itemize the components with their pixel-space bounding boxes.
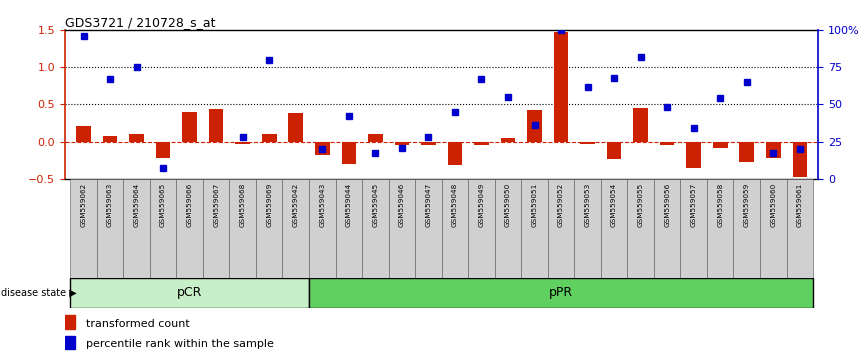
FancyBboxPatch shape: [123, 179, 150, 278]
FancyBboxPatch shape: [627, 179, 654, 278]
FancyBboxPatch shape: [760, 179, 786, 278]
Bar: [183, 112, 197, 142]
FancyBboxPatch shape: [415, 179, 442, 278]
Text: GSM559058: GSM559058: [717, 183, 723, 227]
Bar: [475, 142, 488, 144]
Text: GSM559068: GSM559068: [240, 183, 246, 227]
Text: GSM559059: GSM559059: [744, 183, 750, 227]
FancyBboxPatch shape: [309, 179, 335, 278]
FancyBboxPatch shape: [229, 179, 256, 278]
Bar: [129, 134, 144, 142]
Text: GSM559056: GSM559056: [664, 183, 670, 227]
Bar: [421, 142, 436, 145]
FancyBboxPatch shape: [335, 179, 362, 278]
Text: GSM559062: GSM559062: [81, 183, 87, 227]
Bar: [103, 136, 118, 142]
FancyBboxPatch shape: [654, 179, 681, 278]
FancyBboxPatch shape: [707, 179, 734, 278]
Bar: [76, 126, 91, 142]
FancyBboxPatch shape: [469, 179, 494, 278]
Text: GSM559067: GSM559067: [213, 183, 219, 227]
Text: GSM559069: GSM559069: [266, 183, 272, 227]
FancyBboxPatch shape: [548, 179, 574, 278]
Bar: [607, 142, 622, 159]
Bar: [209, 109, 223, 142]
FancyBboxPatch shape: [70, 278, 309, 308]
Bar: [156, 142, 171, 158]
Bar: [448, 142, 462, 165]
Text: GSM559049: GSM559049: [478, 183, 484, 227]
Bar: [553, 32, 568, 142]
FancyBboxPatch shape: [734, 179, 760, 278]
Bar: [65, 336, 75, 349]
Bar: [395, 142, 409, 144]
FancyBboxPatch shape: [521, 179, 548, 278]
Bar: [341, 142, 356, 164]
Bar: [368, 134, 383, 142]
Bar: [713, 142, 727, 148]
FancyBboxPatch shape: [786, 179, 813, 278]
Text: GSM559046: GSM559046: [399, 183, 405, 227]
FancyBboxPatch shape: [282, 179, 309, 278]
FancyBboxPatch shape: [681, 179, 707, 278]
Text: disease state ▶: disease state ▶: [1, 288, 76, 298]
Bar: [501, 138, 515, 142]
Bar: [65, 315, 75, 329]
Text: GSM559060: GSM559060: [770, 183, 776, 227]
FancyBboxPatch shape: [70, 179, 97, 278]
FancyBboxPatch shape: [309, 278, 813, 308]
FancyBboxPatch shape: [601, 179, 627, 278]
Bar: [580, 142, 595, 144]
Text: GSM559044: GSM559044: [346, 183, 352, 227]
FancyBboxPatch shape: [389, 179, 415, 278]
Bar: [262, 134, 276, 142]
FancyBboxPatch shape: [256, 179, 282, 278]
FancyBboxPatch shape: [494, 179, 521, 278]
Text: GSM559053: GSM559053: [585, 183, 591, 227]
Text: GSM559061: GSM559061: [797, 183, 803, 227]
Bar: [288, 113, 303, 142]
Text: transformed count: transformed count: [86, 319, 190, 329]
FancyBboxPatch shape: [177, 179, 203, 278]
Text: pPR: pPR: [549, 286, 573, 299]
Text: GSM559063: GSM559063: [107, 183, 113, 227]
Bar: [766, 142, 780, 158]
Text: GSM559064: GSM559064: [133, 183, 139, 227]
Text: GSM559066: GSM559066: [187, 183, 192, 227]
Text: GSM559065: GSM559065: [160, 183, 166, 227]
Bar: [660, 142, 675, 145]
Text: GSM559048: GSM559048: [452, 183, 458, 227]
Text: GSM559051: GSM559051: [532, 183, 538, 227]
Bar: [236, 142, 250, 144]
FancyBboxPatch shape: [203, 179, 229, 278]
Text: GSM559043: GSM559043: [320, 183, 326, 227]
Text: GSM559042: GSM559042: [293, 183, 299, 227]
Text: GSM559050: GSM559050: [505, 183, 511, 227]
FancyBboxPatch shape: [150, 179, 177, 278]
FancyBboxPatch shape: [442, 179, 469, 278]
Text: GDS3721 / 210728_s_at: GDS3721 / 210728_s_at: [65, 16, 216, 29]
Text: GSM559055: GSM559055: [637, 183, 643, 227]
Bar: [740, 142, 754, 162]
Bar: [315, 142, 330, 155]
Text: GSM559057: GSM559057: [691, 183, 696, 227]
Text: GSM559047: GSM559047: [425, 183, 431, 227]
Text: GSM559052: GSM559052: [558, 183, 564, 227]
Bar: [687, 142, 701, 167]
Text: percentile rank within the sample: percentile rank within the sample: [86, 339, 274, 349]
FancyBboxPatch shape: [97, 179, 123, 278]
Bar: [527, 110, 542, 142]
Text: GSM559054: GSM559054: [611, 183, 617, 227]
FancyBboxPatch shape: [362, 179, 389, 278]
FancyBboxPatch shape: [574, 179, 601, 278]
Text: GSM559045: GSM559045: [372, 183, 378, 227]
Bar: [633, 108, 648, 142]
Text: pCR: pCR: [177, 286, 203, 299]
Bar: [792, 142, 807, 177]
